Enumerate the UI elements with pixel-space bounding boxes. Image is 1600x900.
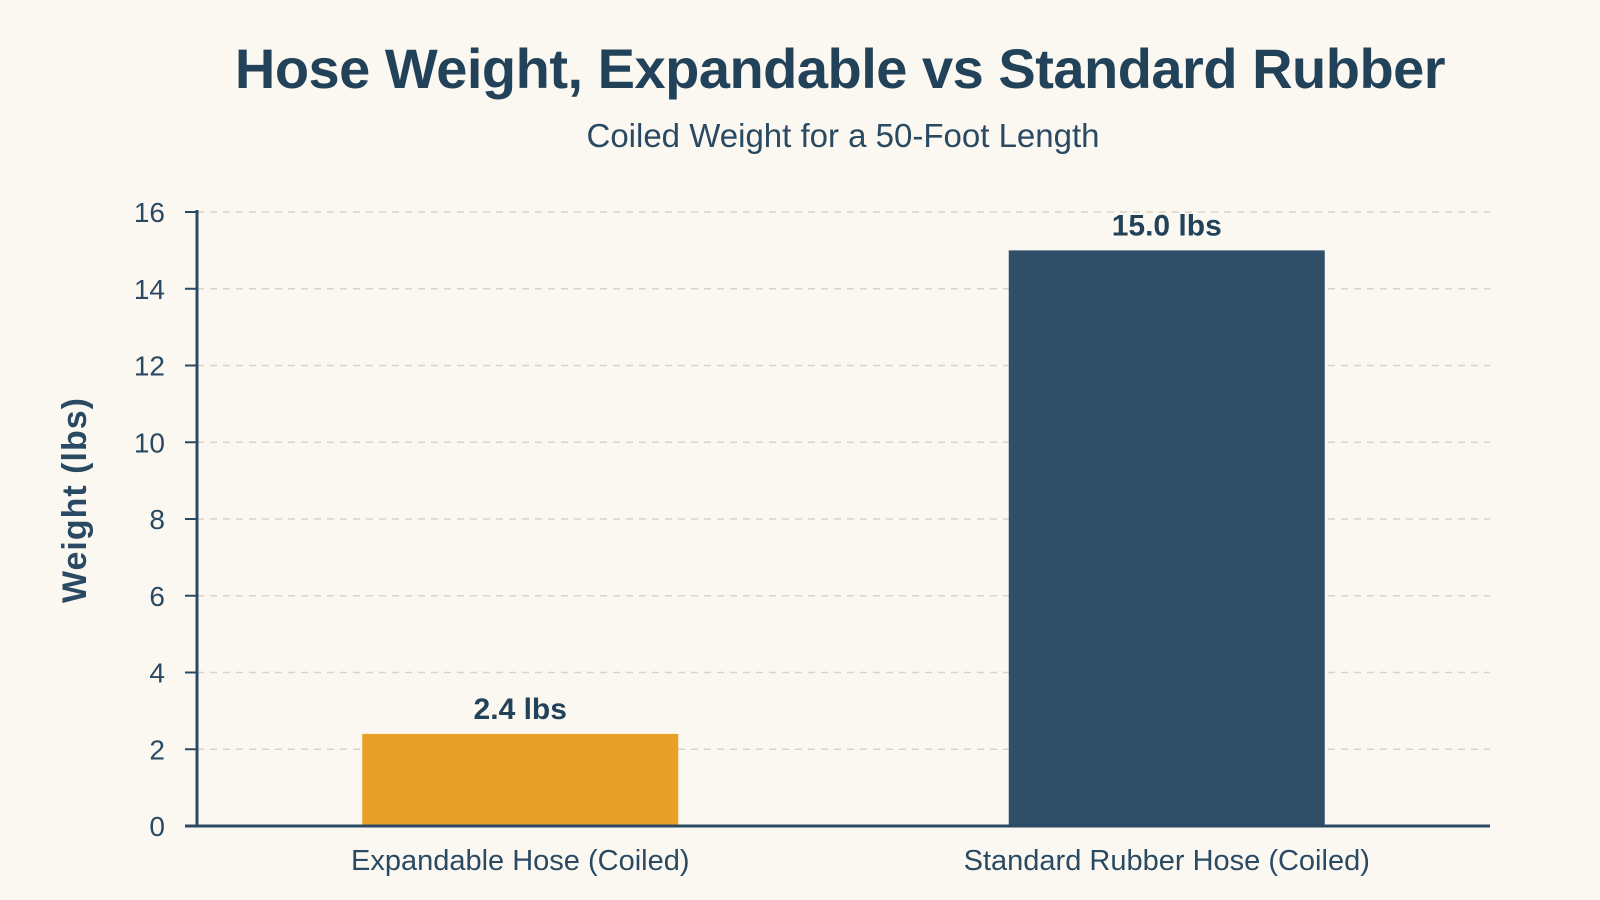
labels-layer: 0 2 4 6 8 10 12 14 16 2.4 lbs Expandable Hose (Coi… — [134, 197, 1370, 877]
chart-title: Hose Weight, Expandable vs Standard Rubb… — [235, 37, 1445, 100]
bar-2 — [1008, 250, 1325, 826]
y-tick-label-2: 2 — [149, 734, 165, 765]
y-tick-label-8: 8 — [149, 504, 165, 535]
y-tick-label-14: 14 — [134, 274, 165, 305]
y-tick-label-6: 6 — [149, 581, 165, 612]
data-label-1: 2.4 lbs — [474, 693, 567, 726]
y-tick-label-10: 10 — [134, 427, 165, 458]
x-category-label-1: Expandable Hose (Coiled) — [351, 845, 690, 877]
bar-1 — [362, 733, 679, 826]
x-category-label-2: Standard Rubber Hose (Coiled) — [964, 845, 1370, 877]
y-tick-label-4: 4 — [149, 658, 165, 689]
chart-subtitle: Coiled Weight for a 50-Foot Length — [586, 117, 1099, 154]
y-tick-label-12: 12 — [134, 351, 165, 382]
y-axis-label: Weight (lbs) — [56, 397, 94, 603]
bars-layer — [362, 250, 1325, 826]
axes-layer — [185, 210, 1490, 828]
y-tick-label-0: 0 — [149, 811, 165, 842]
y-tick-label-16: 16 — [134, 197, 165, 228]
data-label-2: 15.0 lbs — [1112, 209, 1222, 242]
